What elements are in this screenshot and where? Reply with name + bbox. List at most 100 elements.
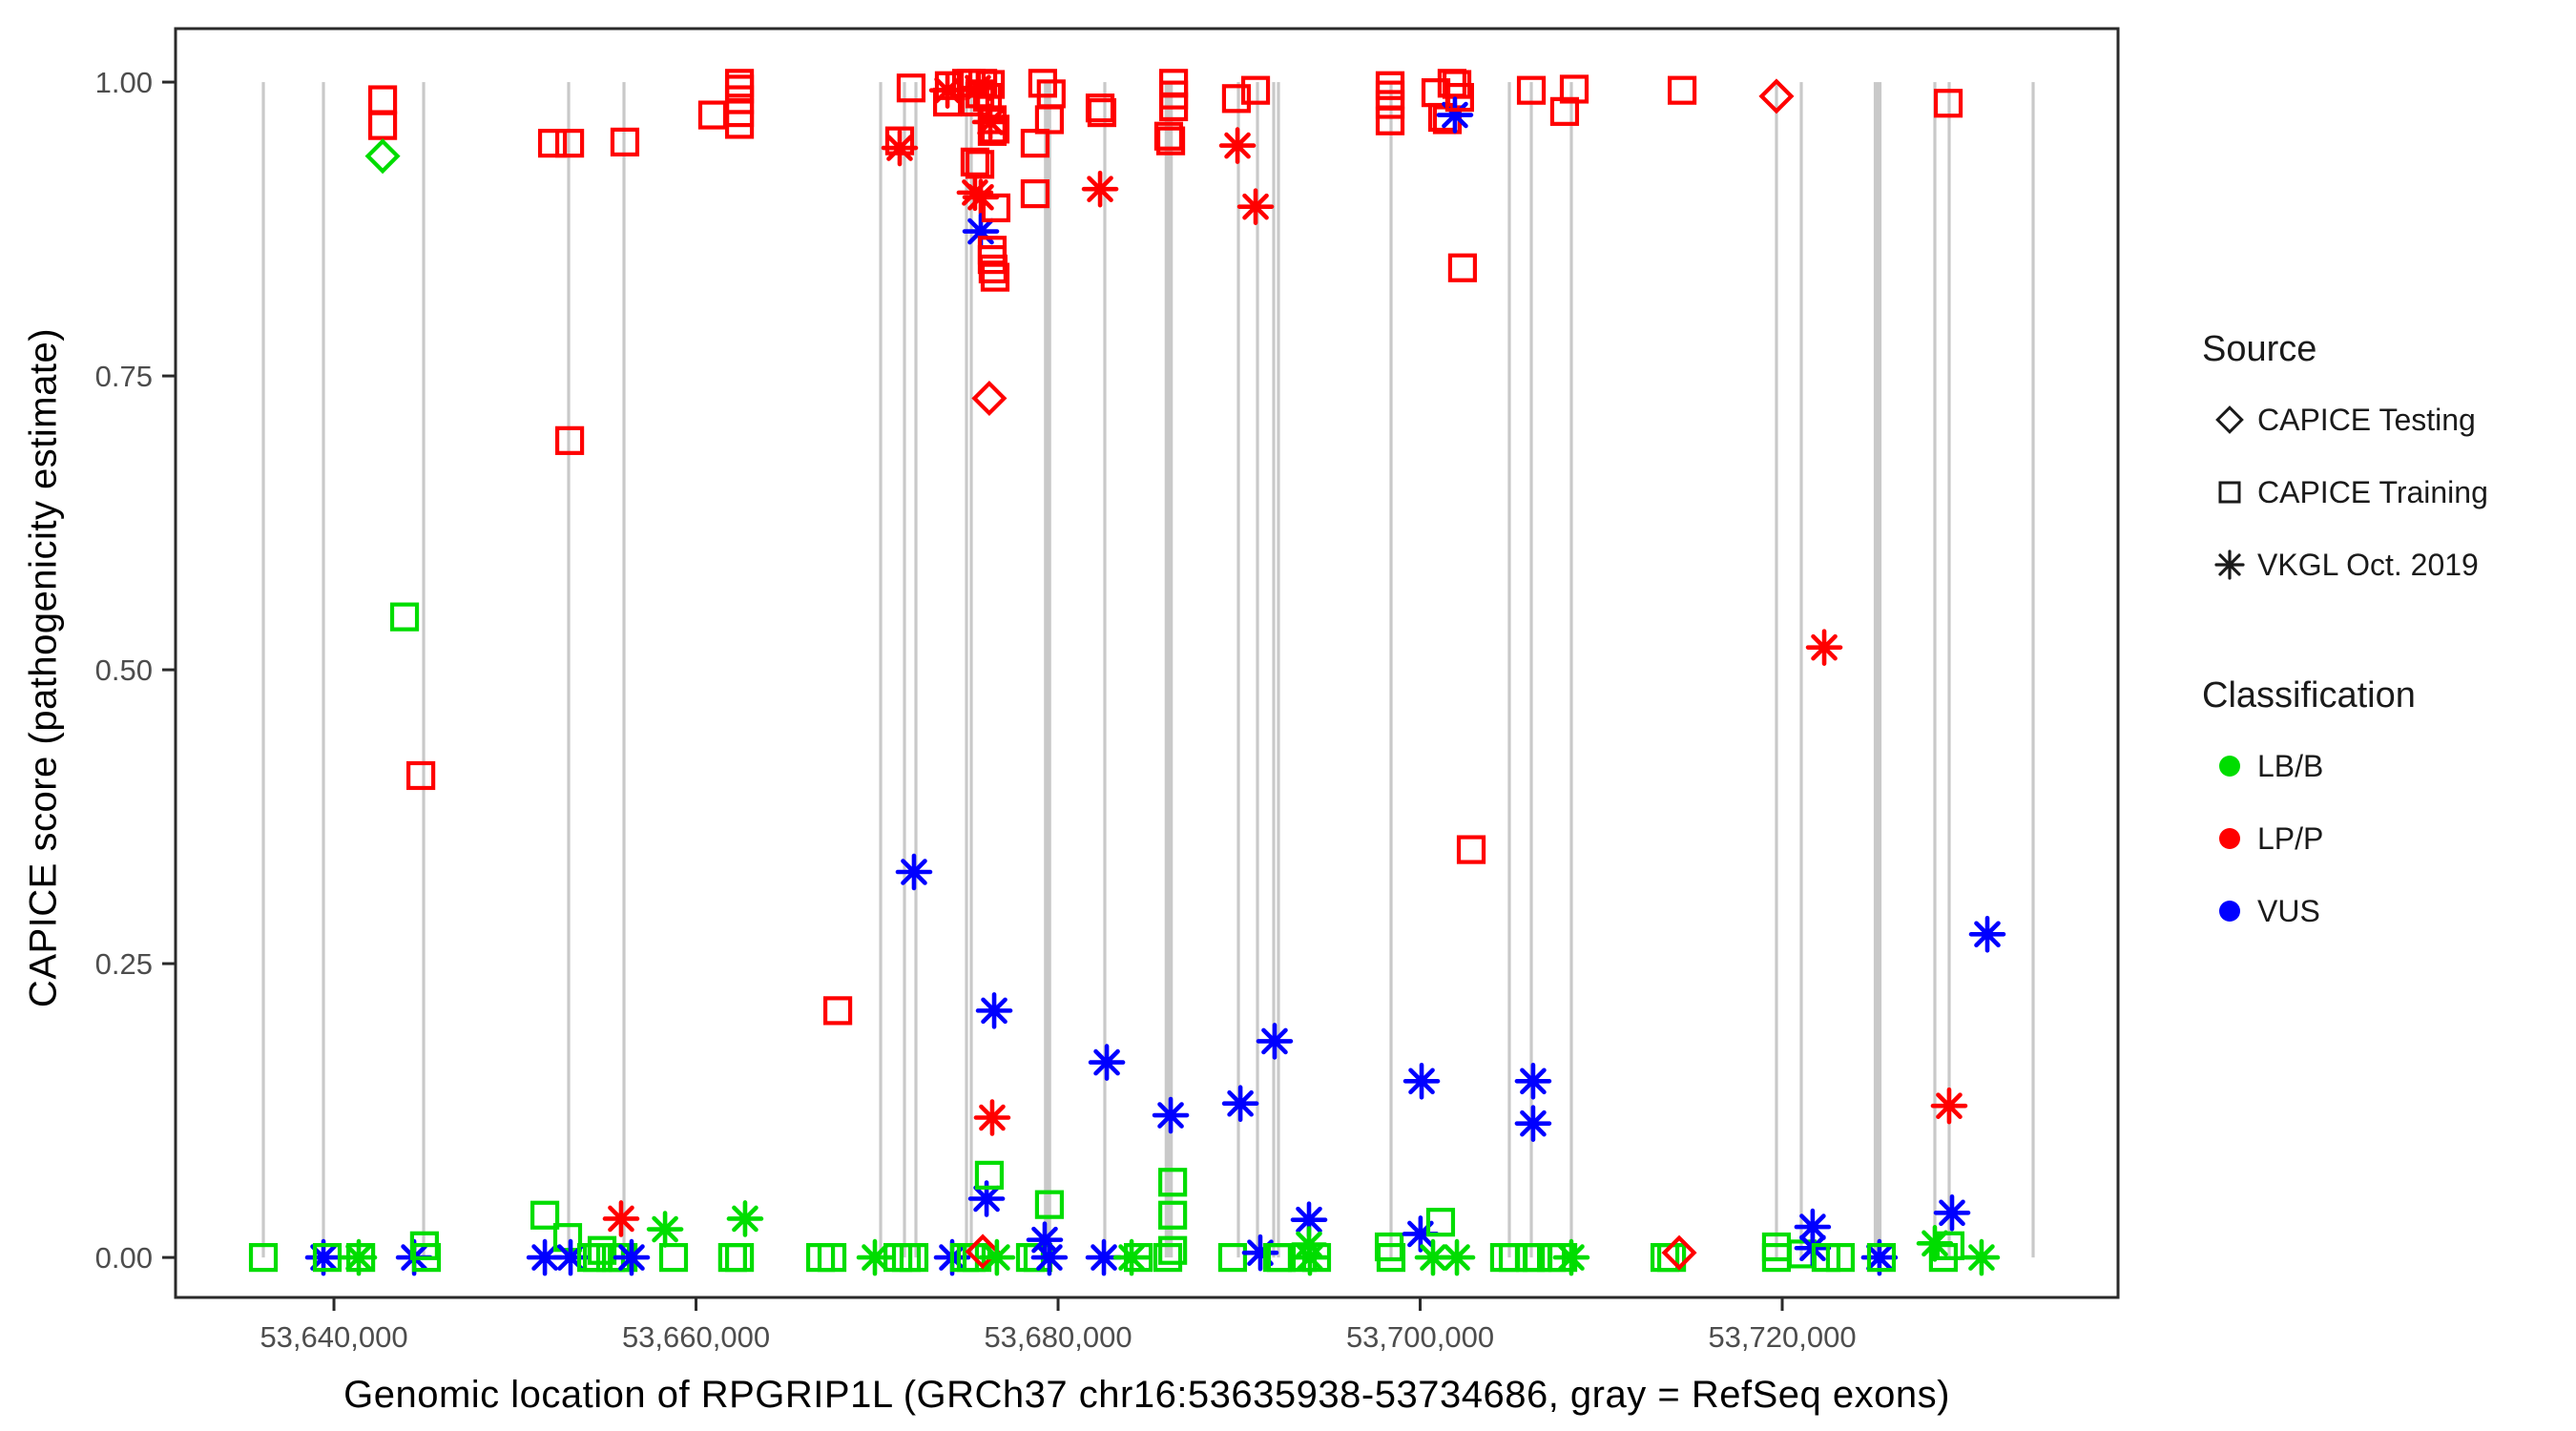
x-tick-label: 53,660,000	[622, 1320, 770, 1354]
data-point	[1158, 1200, 1188, 1230]
exon-line	[914, 82, 918, 1258]
data-point	[1152, 1096, 1190, 1134]
exon-line	[1277, 82, 1280, 1258]
exon-line	[1389, 82, 1393, 1258]
legend-item-vkgl: VKGL Oct. 2019	[2202, 529, 2576, 601]
data-point	[367, 111, 398, 140]
data-point	[304, 1238, 343, 1276]
data-point	[965, 150, 995, 179]
data-point	[1123, 1243, 1153, 1273]
exon-line	[1272, 82, 1276, 1258]
data-point	[552, 1223, 583, 1253]
data-point	[1661, 1234, 1697, 1271]
data-point	[1805, 629, 1843, 666]
data-point	[610, 127, 640, 156]
data-point	[551, 1238, 590, 1276]
data-point	[364, 138, 401, 175]
legend-item-capice-testing: CAPICE Testing	[2202, 384, 2576, 456]
exon-line	[261, 82, 265, 1258]
data-point	[1414, 1238, 1452, 1276]
data-point	[346, 1243, 376, 1273]
data-point	[248, 1243, 279, 1273]
data-point	[1290, 1201, 1328, 1238]
data-point	[1552, 1238, 1590, 1276]
legend-item-lpp: LP/P	[2202, 802, 2576, 875]
data-point	[1036, 79, 1066, 109]
data-point	[1081, 170, 1119, 208]
vus-dot-icon	[2202, 890, 2257, 932]
data-point	[980, 262, 1010, 292]
data-point	[1825, 1243, 1856, 1273]
data-point	[1020, 129, 1050, 158]
data-point	[406, 760, 436, 791]
data-point	[554, 425, 585, 455]
data-point	[367, 85, 398, 114]
data-point	[971, 103, 1009, 141]
data-point	[312, 1243, 343, 1273]
data-point	[1221, 1085, 1259, 1123]
data-point	[1930, 1087, 1968, 1125]
legend-item-label: LP/P	[2257, 820, 2324, 856]
legend-source-title: Source	[2202, 329, 2317, 369]
exon-line	[1799, 82, 1803, 1258]
data-point	[962, 213, 1000, 250]
y-axis-title: CAPICE score (pathogenicity estimate)	[22, 327, 65, 1008]
data-point	[554, 129, 585, 158]
data-point	[526, 1238, 564, 1276]
data-point	[1758, 78, 1795, 114]
data-point	[981, 193, 1011, 222]
data-point	[1153, 1243, 1183, 1273]
asterisk-icon	[2202, 544, 2257, 586]
data-point	[977, 116, 1008, 146]
data-point	[1020, 179, 1050, 209]
exon-line	[969, 82, 973, 1258]
data-point	[1968, 915, 2006, 953]
exon-line	[965, 82, 968, 1258]
data-point	[896, 73, 926, 103]
lpp-dot-icon	[2202, 818, 2257, 860]
data-point	[971, 380, 1008, 417]
data-point	[658, 1243, 689, 1273]
data-point	[932, 87, 963, 117]
data-point	[1301, 1243, 1332, 1273]
data-point	[613, 1238, 651, 1276]
legend-item-vus: VUS	[2202, 875, 2576, 947]
data-point	[389, 602, 420, 632]
data-point	[1256, 1023, 1294, 1060]
data-point	[934, 71, 965, 100]
data-point	[1933, 1193, 1971, 1232]
data-point	[1866, 1243, 1897, 1273]
data-point	[1447, 253, 1478, 282]
data-point	[1933, 89, 1963, 118]
data-point	[1963, 1238, 2001, 1276]
legend-item-label: VUS	[2257, 893, 2320, 928]
data-point	[1650, 1243, 1680, 1273]
exon-line	[1507, 82, 1511, 1258]
lbb-dot-icon	[2202, 745, 2257, 787]
data-point	[1112, 1238, 1151, 1276]
data-point	[1158, 1235, 1188, 1265]
data-point	[1158, 92, 1189, 122]
data-point	[1444, 82, 1474, 113]
data-point	[881, 129, 919, 167]
data-point	[1516, 75, 1547, 105]
data-point	[1425, 1208, 1456, 1237]
data-point	[1514, 1063, 1552, 1100]
exon-line	[1044, 82, 1051, 1258]
data-point	[1456, 835, 1486, 864]
data-point	[1158, 1168, 1188, 1197]
exon-line	[1256, 82, 1259, 1258]
data-point	[530, 1200, 560, 1230]
data-point	[962, 178, 1000, 217]
data-point	[975, 70, 1006, 99]
data-point	[1218, 127, 1257, 164]
x-tick-label: 53,680,000	[984, 1320, 1132, 1354]
data-point	[411, 1243, 442, 1273]
data-point	[978, 1238, 1016, 1276]
data-point	[1489, 1243, 1520, 1273]
data-point	[724, 1243, 755, 1273]
data-point	[1376, 1243, 1406, 1273]
y-tick-label: 0.50	[95, 653, 153, 687]
